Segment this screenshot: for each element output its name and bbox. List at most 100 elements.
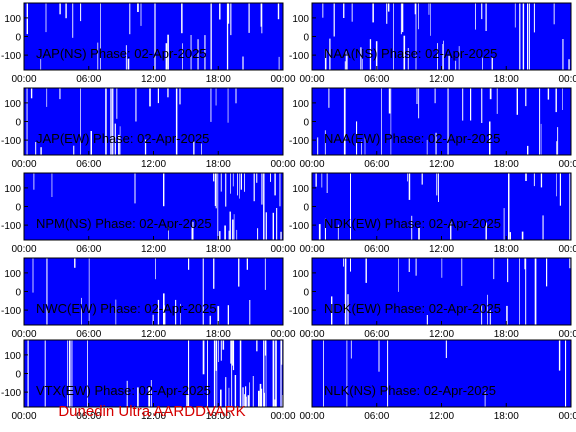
wrap-gap <box>193 141 195 155</box>
y-tick-label: 100 <box>4 14 21 25</box>
wrap-gap <box>568 59 570 70</box>
wrap-gap <box>149 88 151 107</box>
x-tick-label: 00:00 <box>558 74 576 85</box>
y-tick-label: -100 <box>289 306 309 317</box>
wrap-gap <box>242 56 244 70</box>
wrap-gap <box>540 123 542 155</box>
wrap-gap <box>481 304 483 325</box>
wrap-gap <box>214 173 217 206</box>
wrap-gap <box>372 3 374 23</box>
wrap-gap <box>546 258 548 287</box>
phase-panel-1: 100 0 -100 00:00 06:00 12:00 18:00 00:00 JAP(NS)… <box>1 2 296 85</box>
y-tick-label: 0 <box>303 288 309 299</box>
wrap-gap <box>507 258 509 283</box>
wrap-gap <box>489 310 491 325</box>
x-tick-label: 12:00 <box>141 159 166 170</box>
wrap-gap <box>213 173 215 182</box>
wrap-gap <box>274 399 276 407</box>
wrap-gap <box>485 222 487 240</box>
wrap-gap <box>555 88 557 113</box>
wrap-gap <box>533 173 535 187</box>
wrap-gap <box>485 3 487 31</box>
wrap-gap <box>116 88 118 119</box>
wrap-gap <box>246 258 248 270</box>
wrap-gap <box>519 3 521 70</box>
wrap-gap <box>227 88 229 123</box>
wrap-gap <box>135 88 137 122</box>
wrap-gap <box>539 88 541 155</box>
wrap-gap <box>163 293 165 325</box>
wrap-gap <box>393 3 394 70</box>
wrap-gap <box>202 340 205 375</box>
wrap-gap <box>264 392 265 407</box>
wrap-gap <box>236 229 238 240</box>
wrap-gap <box>428 3 430 15</box>
wrap-gap <box>447 88 449 155</box>
wrap-gap <box>232 219 234 240</box>
wrap-gap <box>525 258 527 325</box>
wrap-gap <box>276 208 278 240</box>
wrap-gap <box>322 3 324 18</box>
panel-title: NDK(EW) Phase: 02-Apr-2025 <box>324 216 501 231</box>
wrap-gap <box>547 88 550 100</box>
wrap-gap <box>249 300 251 325</box>
wrap-gap <box>219 3 221 20</box>
wrap-gap <box>527 145 529 155</box>
wrap-gap <box>252 376 254 407</box>
wrap-gap <box>190 35 192 70</box>
wrap-gap <box>351 3 353 22</box>
wrap-gap <box>229 211 231 240</box>
wrap-gap <box>278 56 280 70</box>
wrap-gap <box>414 3 417 15</box>
wrap-gap <box>80 3 82 22</box>
phase-panel-2: 100 0 -100 00:00 06:00 12:00 18:00 00:00 NAA(NS)… <box>289 2 576 85</box>
x-tick-label: 00:00 <box>558 411 576 422</box>
y-tick-label: -100 <box>1 388 21 399</box>
wrap-gap <box>201 143 202 155</box>
wrap-gap <box>230 3 232 36</box>
wrap-gap <box>265 212 267 240</box>
wrap-gap <box>119 126 121 155</box>
y-tick-label: -100 <box>1 51 21 62</box>
wrap-gap <box>217 306 220 325</box>
wrap-gap <box>202 258 204 325</box>
wrap-gap <box>514 3 516 28</box>
y-tick-label: 0 <box>15 33 21 44</box>
x-tick-label: 00:00 <box>270 411 295 422</box>
wrap-gap <box>129 3 131 35</box>
wrap-gap <box>378 340 380 372</box>
wrap-gap <box>263 340 265 407</box>
wrap-gap <box>239 340 242 407</box>
wrap-gap <box>90 131 92 155</box>
wrap-gap <box>73 145 75 155</box>
wrap-gap <box>559 173 561 206</box>
wrap-gap <box>87 340 88 407</box>
wrap-gap <box>323 340 324 407</box>
wrap-gap <box>418 3 419 30</box>
phase-panel-4: 100 0 -100 00:00 06:00 12:00 18:00 00:00 NAA(EW)… <box>289 87 576 170</box>
wrap-gap <box>475 3 476 30</box>
wrap-gap <box>324 218 326 240</box>
wrap-gap <box>415 258 417 276</box>
wrap-gap <box>403 35 406 70</box>
wrap-gap <box>361 141 362 155</box>
wrap-gap <box>150 380 152 407</box>
wrap-gap <box>346 340 348 407</box>
x-tick-label: 18:00 <box>494 411 519 422</box>
wrap-gap <box>134 173 136 204</box>
wrap-gap <box>435 132 437 155</box>
x-tick-label: 18:00 <box>206 411 231 422</box>
wrap-gap <box>32 258 34 293</box>
x-tick-label: 00:00 <box>558 159 576 170</box>
x-tick-label: 18:00 <box>494 74 519 85</box>
y-tick-label: 0 <box>303 33 309 44</box>
wrap-gap <box>224 225 226 240</box>
wrap-gap <box>553 3 555 25</box>
wrap-gap <box>400 3 402 35</box>
panel-title: NWC(EW) Phase: 02-Apr-2025 <box>36 301 217 316</box>
wrap-gap <box>331 296 333 325</box>
x-tick-label: 06:00 <box>76 159 101 170</box>
phase-trace <box>312 340 571 407</box>
wrap-gap <box>274 173 276 196</box>
wrap-gap <box>350 173 351 240</box>
